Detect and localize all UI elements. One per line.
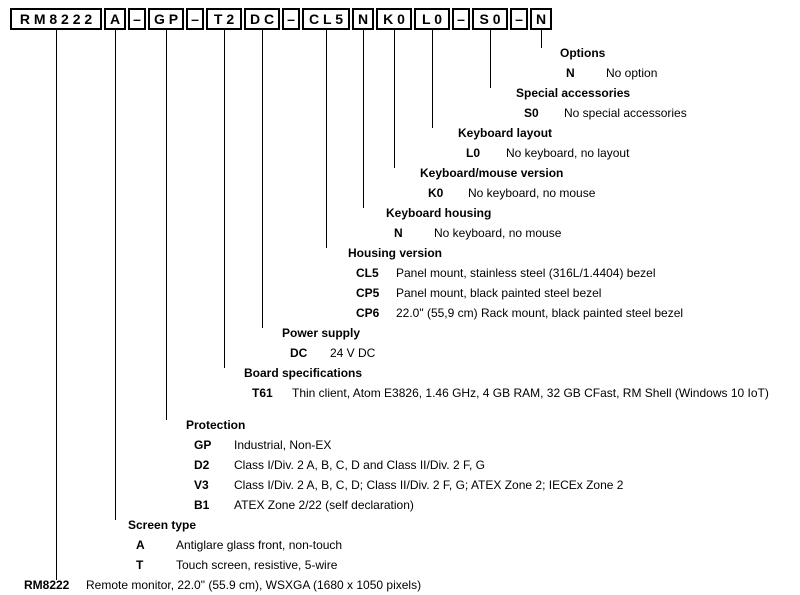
partcode-cell-dc: D C [244, 8, 280, 30]
group-title-keyboard_housing: Keyboard housing [386, 206, 491, 220]
option-code-board_spec-0: T61 [252, 386, 273, 400]
option-code-screen_type-1: T [136, 558, 143, 572]
option-code-protection-0: GP [194, 438, 211, 452]
connector-cl5 [326, 30, 327, 248]
option-desc-keyboard_mouse-0: No keyboard, no mouse [468, 186, 595, 200]
group-title-keyboard_mouse: Keyboard/mouse version [420, 166, 563, 180]
option-code-product-0: RM8222 [24, 578, 84, 592]
option-desc-keyboard_housing-0: No keyboard, no mouse [434, 226, 561, 240]
option-code-protection-3: B1 [194, 498, 209, 512]
option-code-protection-1: D2 [194, 458, 209, 472]
partcode-cell-gp: G P [148, 8, 184, 30]
group-title-power_supply: Power supply [282, 326, 360, 340]
option-desc-housing_version-2: 22.0" (55,9 cm) Rack mount, black painte… [396, 306, 683, 320]
connector-t2 [224, 30, 225, 368]
connector-a [115, 30, 116, 520]
group-title-board_spec: Board specifications [244, 366, 362, 380]
option-code-housing_version-1: CP5 [356, 286, 379, 300]
connector-dc [262, 30, 263, 328]
connector-l0 [432, 30, 433, 128]
connector-k0 [394, 30, 395, 168]
connector-gp [166, 30, 167, 420]
partcode-cell-a: A [104, 8, 126, 30]
connector-n1 [363, 30, 364, 208]
partcode-cell-l0: L 0 [414, 8, 450, 30]
group-title-special_accessories: Special accessories [516, 86, 630, 100]
group-title-protection: Protection [186, 418, 245, 432]
group-title-housing_version: Housing version [348, 246, 442, 260]
group-title-screen_type: Screen type [128, 518, 196, 532]
option-desc-protection-2: Class I/Div. 2 A, B, C, D; Class II/Div.… [234, 478, 623, 492]
option-code-housing_version-2: CP6 [356, 306, 379, 320]
option-desc-protection-1: Class I/Div. 2 A, B, C, D and Class II/D… [234, 458, 485, 472]
option-code-keyboard_housing-0: N [394, 226, 403, 240]
option-desc-housing_version-1: Panel mount, black painted steel bezel [396, 286, 601, 300]
partcode-cell-sep4: – [452, 8, 470, 30]
option-desc-options-0: No option [606, 66, 657, 80]
option-code-options-0: N [566, 66, 575, 80]
option-code-power_supply-0: DC [290, 346, 307, 360]
connector-s0 [490, 30, 491, 88]
group-title-keyboard_layout: Keyboard layout [458, 126, 552, 140]
option-desc-protection-3: ATEX Zone 2/22 (self declaration) [234, 498, 414, 512]
partcode-cell-n1: N [352, 8, 374, 30]
partcode-cell-sep5: – [510, 8, 528, 30]
partcode-cell-t2: T 2 [206, 8, 242, 30]
option-code-screen_type-0: A [136, 538, 145, 552]
option-code-keyboard_mouse-0: K0 [428, 186, 443, 200]
option-desc-special_accessories-0: No special accessories [564, 106, 687, 120]
partcode-cell-sep2: – [186, 8, 204, 30]
connector-rm8222 [56, 30, 57, 580]
partcode-cell-sep1: – [128, 8, 146, 30]
option-desc-housing_version-0: Panel mount, stainless steel (316L/1.440… [396, 266, 656, 280]
option-desc-board_spec-0: Thin client, Atom E3826, 1.46 GHz, 4 GB … [292, 386, 794, 401]
partcode-cell-s0: S 0 [472, 8, 508, 30]
group-title-options: Options [560, 46, 605, 60]
partcode-cell-k0: K 0 [376, 8, 412, 30]
connector-n2 [541, 30, 542, 48]
partcode-cell-n2: N [530, 8, 552, 30]
option-desc-protection-0: Industrial, Non-EX [234, 438, 331, 452]
option-code-housing_version-0: CL5 [356, 266, 379, 280]
option-desc-power_supply-0: 24 V DC [330, 346, 375, 360]
partcode-cell-rm8222: R M 8 2 2 2 [10, 8, 102, 30]
option-code-special_accessories-0: S0 [524, 106, 539, 120]
option-desc-product-0: Remote monitor, 22.0" (55.9 cm), WSXGA (… [86, 578, 421, 592]
option-code-protection-2: V3 [194, 478, 209, 492]
option-desc-screen_type-0: Antiglare glass front, non-touch [176, 538, 342, 552]
option-code-keyboard_layout-0: L0 [466, 146, 480, 160]
partcode-cell-sep3: – [282, 8, 300, 30]
partcode-cell-cl5: C L 5 [302, 8, 350, 30]
option-desc-screen_type-1: Touch screen, resistive, 5-wire [176, 558, 337, 572]
option-desc-keyboard_layout-0: No keyboard, no layout [506, 146, 629, 160]
